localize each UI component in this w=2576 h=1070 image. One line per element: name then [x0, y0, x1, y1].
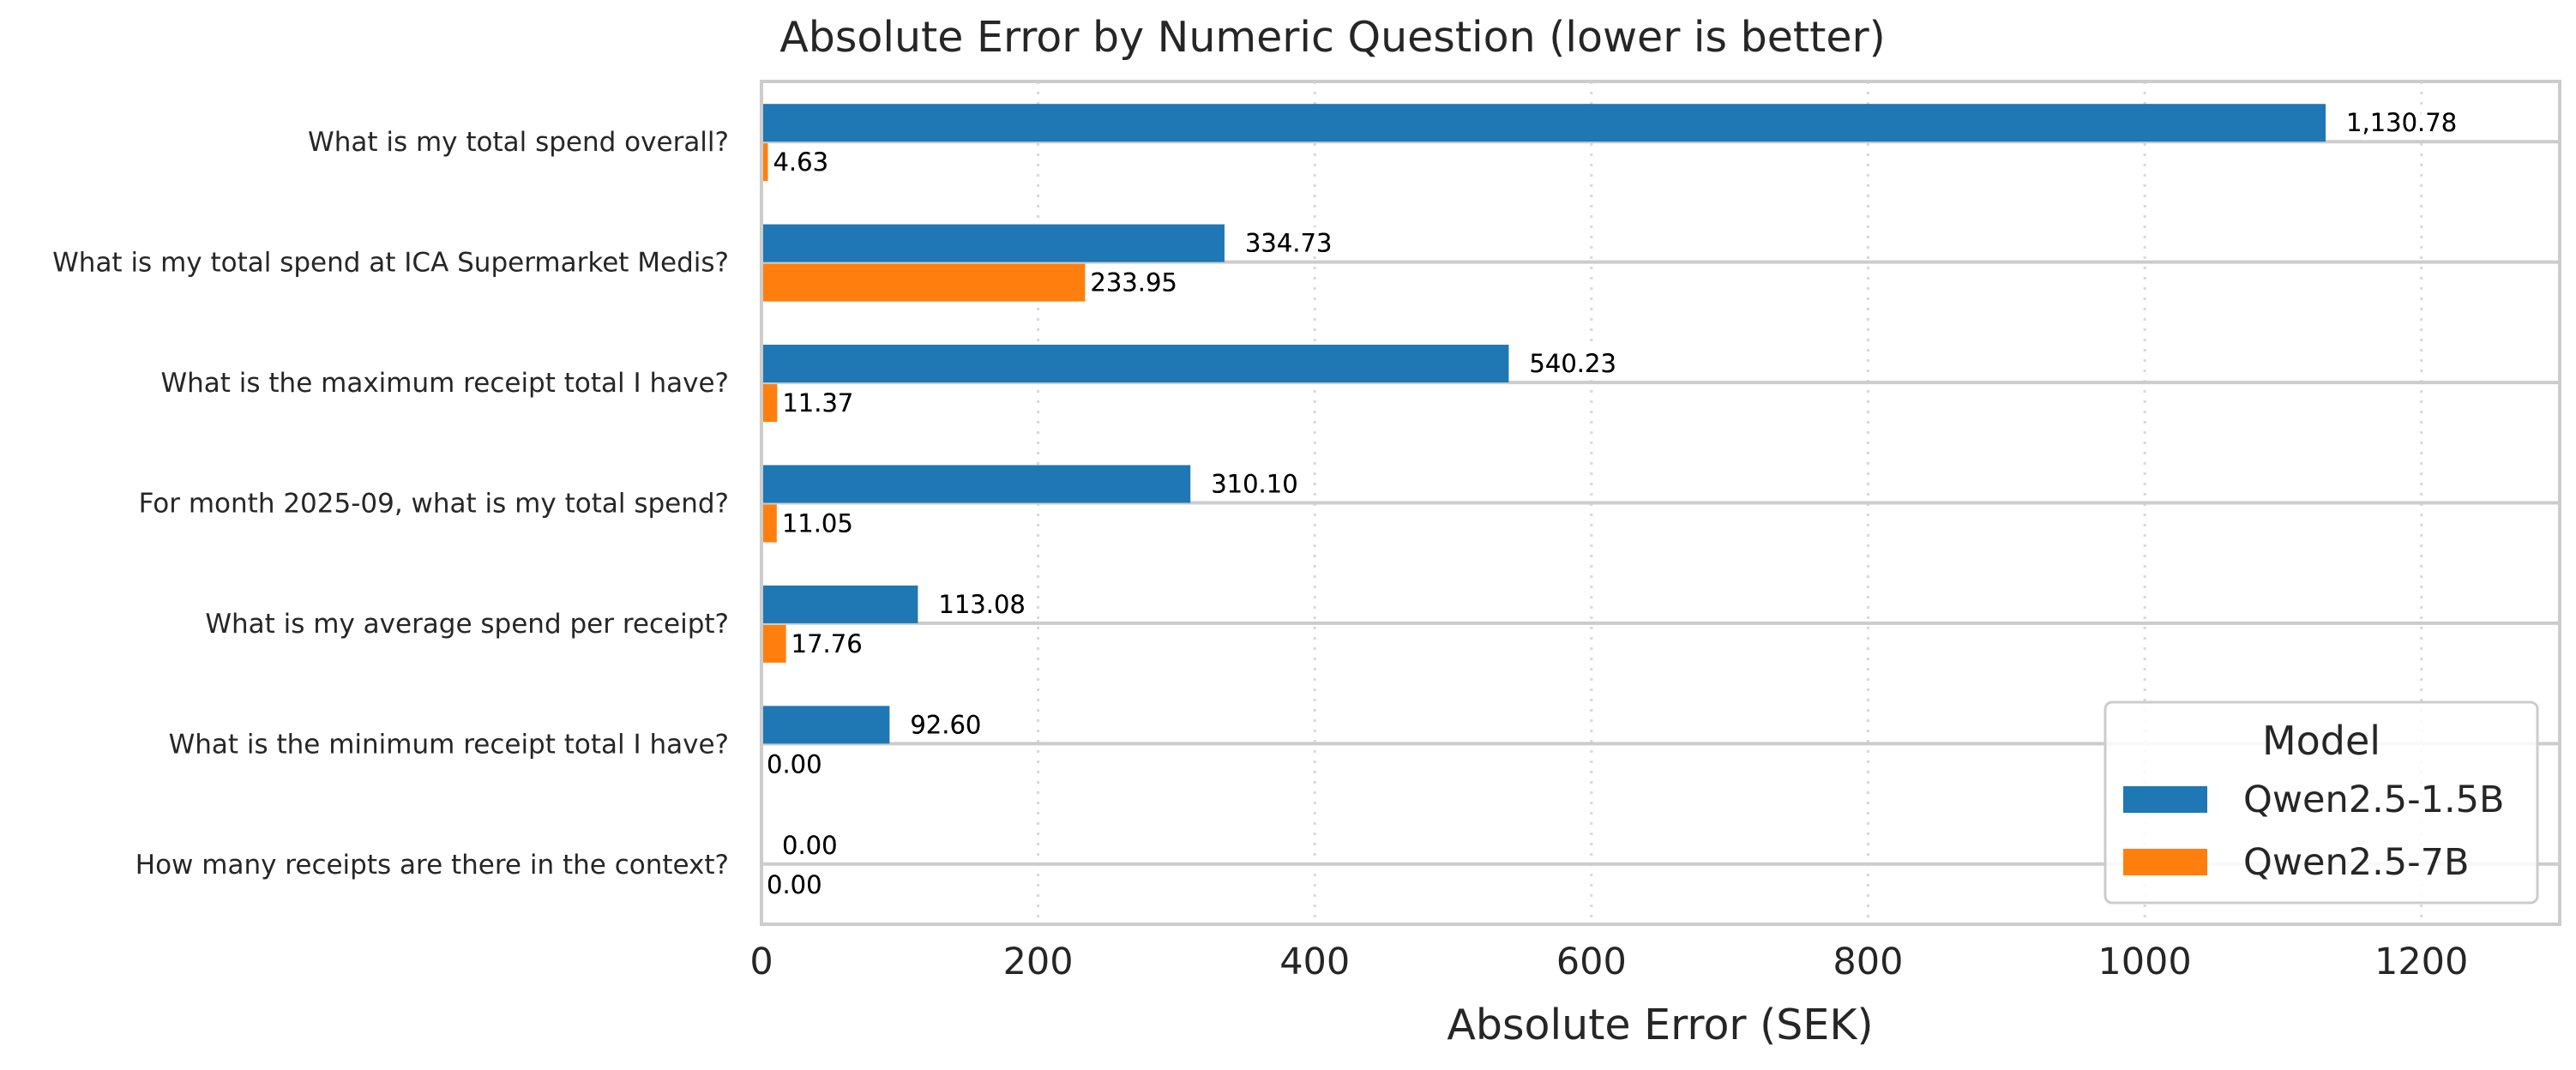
bar-qwen2.5-7b	[761, 624, 786, 663]
legend-swatch-qwen2.5-1.5b	[2123, 786, 2207, 813]
data-label-halo-qwen2.5-1.5b: 1,130.78	[2346, 108, 2457, 137]
data-label-qwen2.5-7b: 233.95	[1090, 268, 1177, 298]
data-label-qwen2.5-1.5b: 92.60	[910, 710, 981, 739]
bar-qwen2.5-1.5b	[761, 465, 1191, 503]
bar-qwen2.5-1.5b	[761, 585, 918, 623]
x-tick-labels: 0 200 400 600 800 1000 1200	[749, 941, 2468, 983]
data-label-qwen2.5-7b: 0.00	[767, 870, 822, 899]
y-tick-label: What is the maximum receipt total I have…	[160, 368, 729, 399]
data-label-qwen2.5-1.5b: 310.10	[1211, 470, 1297, 499]
data-label-qwen2.5-1.5b: 334.73	[1245, 229, 1332, 258]
x-tick-label-800: 800	[1833, 941, 1903, 983]
bar-qwen2.5-7b	[761, 384, 778, 423]
x-tick-label-400: 400	[1279, 941, 1350, 983]
bar-qwen2.5-7b	[761, 263, 1086, 302]
plot-frame	[760, 80, 2561, 926]
y-tick-label: What is my total spend at ICA Supermarke…	[52, 248, 729, 279]
data-label-halo-qwen2.5-1.5b: 92.60	[910, 710, 981, 739]
y-tick-label: What is the minimum receipt total I have…	[169, 729, 729, 760]
x-tick-label-200: 200	[1003, 941, 1074, 983]
data-label-qwen2.5-1.5b: 540.23	[1529, 349, 1616, 378]
data-label-halo-qwen2.5-7b: 4.63	[773, 147, 828, 177]
data-label-halo-qwen2.5-7b: 11.05	[782, 509, 853, 538]
legend-swatch-qwen2.5-7b	[2123, 849, 2207, 875]
data-label-halo-qwen2.5-7b: 17.76	[791, 629, 863, 658]
x-tick-label-1000: 1000	[2098, 941, 2191, 983]
y-tick-label: How many receipts are there in the conte…	[135, 850, 729, 881]
data-label-halo-qwen2.5-1.5b: 0.00	[782, 831, 838, 860]
data-label-qwen2.5-7b: 4.63	[773, 147, 828, 177]
y-tick-labels: What is my total spend overall? What is m…	[52, 127, 729, 881]
x-tick-label-600: 600	[1556, 941, 1627, 983]
data-label-halo-qwen2.5-1.5b: 310.10	[1211, 470, 1297, 499]
legend-label-qwen2.5-1.5b: Qwen2.5-1.5B	[2243, 778, 2505, 821]
data-label-halo-qwen2.5-7b: 11.37	[782, 388, 853, 418]
data-label-halo-qwen2.5-7b: 0.00	[767, 870, 822, 899]
data-label-qwen2.5-7b: 11.05	[782, 509, 853, 538]
chart-title: Absolute Error by Numeric Question (lowe…	[779, 13, 1885, 62]
x-axis-label: Absolute Error (SEK)	[1447, 1001, 1873, 1049]
data-label-halo-qwen2.5-1.5b: 540.23	[1529, 349, 1616, 378]
legend: Model Qwen2.5-1.5B Qwen2.5-7B	[2104, 700, 2539, 905]
data-label-qwen2.5-1.5b: 0.00	[782, 831, 838, 860]
bar-qwen2.5-1.5b	[761, 224, 1225, 262]
legend-box	[2104, 700, 2539, 905]
data-label-qwen2.5-1.5b: 1,130.78	[2346, 108, 2457, 137]
bar-qwen2.5-7b	[761, 143, 768, 182]
bar-qwen2.5-1.5b	[761, 345, 1509, 383]
y-tick-label: For month 2025-09, what is my total spen…	[139, 489, 729, 520]
data-label-halo-qwen2.5-1.5b: 113.08	[938, 590, 1025, 619]
legend-title: Model	[2262, 718, 2380, 764]
x-tick-label-1200: 1200	[2374, 941, 2468, 983]
data-label-qwen2.5-7b: 17.76	[791, 629, 863, 658]
data-label-halo-qwen2.5-1.5b: 334.73	[1245, 229, 1332, 258]
bar-qwen2.5-1.5b	[761, 104, 2326, 142]
data-label-qwen2.5-1.5b: 113.08	[938, 590, 1025, 619]
data-label-qwen2.5-7b: 0.00	[767, 749, 822, 778]
data-label-halo-qwen2.5-7b: 0.00	[767, 749, 822, 778]
data-labels: 1,130.781,130.784.634.63334.73334.73233.…	[761, 102, 2463, 905]
data-label-halo-qwen2.5-7b: 233.95	[1090, 268, 1177, 298]
y-tick-label: What is my average spend per receipt?	[205, 609, 729, 640]
bar-qwen2.5-7b	[761, 504, 777, 543]
legend-label-qwen2.5-7b: Qwen2.5-7B	[2243, 841, 2469, 884]
y-tick-label: What is my total spend overall?	[308, 127, 729, 158]
bars	[761, 104, 2326, 744]
x-tick-label-0: 0	[749, 941, 773, 983]
bar-qwen2.5-1.5b	[761, 706, 890, 744]
data-label-qwen2.5-7b: 11.37	[782, 388, 853, 418]
